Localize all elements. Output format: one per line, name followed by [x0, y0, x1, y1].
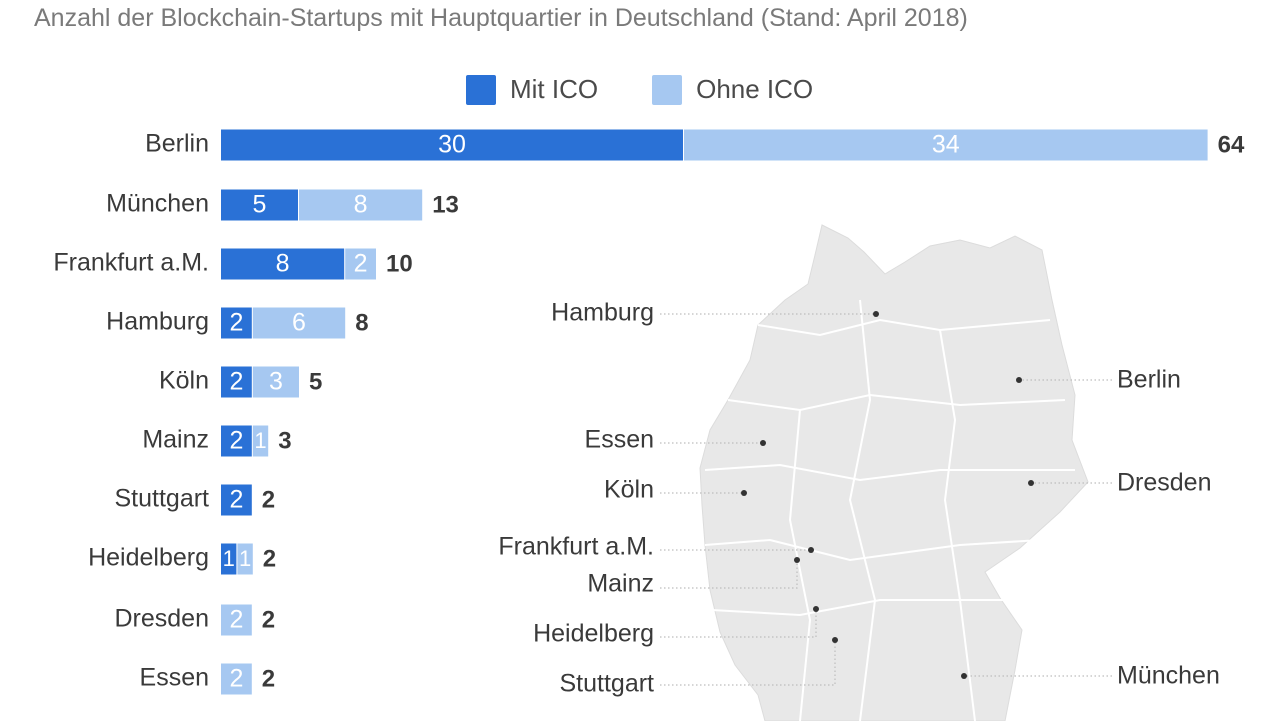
- bar-label-ohne-ico-köln: 3: [269, 368, 283, 396]
- state-border: [757, 318, 1051, 337]
- bar-mit-ico-stuttgart: [221, 484, 252, 516]
- map-hamburg-label: Hamburg: [551, 299, 654, 327]
- category-label-mainz: Mainz: [142, 426, 209, 454]
- bar-ohne-ico-mainz: [252, 425, 269, 457]
- bar-label-ohne-ico-dresden: 2: [229, 606, 243, 634]
- map-münchen-marker: [961, 673, 967, 679]
- total-label-köln: 5: [309, 368, 322, 395]
- total-label-heidelberg: 2: [263, 545, 276, 572]
- legend-label-mit-ico: Mit ICO: [510, 74, 599, 104]
- bar-label-mit-ico-köln: 2: [229, 368, 243, 396]
- state-border: [848, 299, 877, 721]
- map-mainz-leader: [660, 560, 798, 589]
- legend-swatch-ohne-ico: [652, 74, 683, 105]
- map-mainz-label: Mainz: [587, 570, 654, 598]
- bar-ohne-ico-berlin: [684, 129, 1208, 161]
- map-stuttgart-label: Stuttgart: [560, 670, 655, 698]
- bar-label-mit-ico-berlin: 30: [438, 131, 466, 159]
- map-heidelberg-marker: [813, 606, 819, 612]
- category-label-berlin: Berlin: [145, 130, 209, 158]
- total-label-dresden: 2: [262, 606, 275, 633]
- chart-subtitle: Anzahl der Blockchain-Startups mit Haupt…: [34, 4, 968, 32]
- map-dresden-label: Dresden: [1117, 469, 1212, 497]
- map-köln-marker: [741, 490, 747, 496]
- bar-label-ohne-ico-berlin: 34: [932, 131, 960, 159]
- bar-label-ohne-ico-münchen: 8: [354, 191, 368, 219]
- bar-mit-ico-köln: [221, 366, 252, 398]
- category-label-essen: Essen: [140, 664, 209, 692]
- legend-swatch-mit-ico: [466, 74, 496, 105]
- germany-map: Hamburg Berlin Essen Dresden Köln Frankfurt a…: [498, 224, 1220, 721]
- bar-ohne-ico-heidelberg: [237, 543, 253, 575]
- total-label-münchen: 13: [432, 191, 459, 218]
- bar-mit-ico-heidelberg: [221, 543, 237, 575]
- bar-label-mit-ico-frankfurt-a-m: 8: [276, 250, 290, 278]
- bar-ohne-ico-münchen: [299, 189, 423, 221]
- bar-ohne-ico-hamburg: [252, 307, 346, 339]
- total-label-mainz: 3: [278, 427, 291, 454]
- state-border: [939, 329, 976, 721]
- total-label-essen: 2: [262, 665, 275, 692]
- legend-label-ohne-ico: Ohne ICO: [696, 74, 814, 104]
- bar-label-mit-ico-stuttgart: 2: [229, 486, 243, 514]
- map-köln-label: Köln: [604, 476, 654, 504]
- state-border: [704, 463, 1075, 482]
- map-heidelberg-label: Heidelberg: [533, 620, 654, 648]
- bar-ohne-ico-dresden: [221, 604, 252, 636]
- map-mainz-marker: [794, 557, 800, 563]
- bar-mit-ico-frankfurt-a-m: [221, 248, 345, 280]
- legend-item-ohne-ico: Ohne ICO: [652, 74, 813, 105]
- bar-label-ohne-ico-heidelberg: 1: [239, 546, 251, 571]
- map-essen-label: Essen: [585, 426, 654, 454]
- map-heidelberg-leader: [660, 609, 817, 638]
- bar-ohne-ico-köln: [252, 366, 299, 398]
- bar-label-mit-ico-heidelberg: 1: [223, 546, 235, 571]
- bar-label-ohne-ico-essen: 2: [229, 665, 243, 693]
- map-stuttgart-leader: [660, 640, 836, 686]
- category-label-heidelberg: Heidelberg: [88, 544, 209, 572]
- state-border: [711, 599, 1005, 617]
- bar-label-ohne-ico-hamburg: 6: [292, 309, 306, 337]
- bar-label-mit-ico-hamburg: 2: [229, 309, 243, 337]
- map-dresden-marker: [1028, 480, 1034, 486]
- category-label-dresden: Dresden: [115, 605, 210, 633]
- total-label-hamburg: 8: [355, 309, 368, 336]
- category-label-frankfurt-a-m: Frankfurt a.M.: [53, 249, 209, 277]
- bar-mit-ico-hamburg: [221, 307, 252, 339]
- total-label-frankfurt-a-m: 10: [386, 250, 413, 277]
- bar-label-ohne-ico-frankfurt-a-m: 2: [354, 250, 368, 278]
- bar-ohne-ico-essen: [221, 663, 252, 695]
- bar-mit-ico-mainz: [221, 425, 252, 457]
- map-berlin-label: Berlin: [1117, 366, 1181, 394]
- legend-item-mit-ico: Mit ICO: [466, 74, 598, 105]
- chart-legend: Mit ICO Ohne ICO: [466, 74, 867, 105]
- category-label-hamburg: Hamburg: [106, 308, 209, 336]
- bar-mit-ico-münchen: [221, 189, 298, 221]
- category-label-köln: Köln: [159, 367, 209, 395]
- state-border: [788, 409, 812, 721]
- map-stuttgart-marker: [832, 637, 838, 643]
- bar-ohne-ico-frankfurt-a-m: [345, 248, 376, 280]
- map-essen-marker: [760, 440, 766, 446]
- map-hamburg-marker: [873, 311, 879, 317]
- map-berlin-marker: [1016, 377, 1022, 383]
- bar-mit-ico-berlin: [221, 129, 683, 161]
- map-frankfurt-a-m-label: Frankfurt a.M.: [498, 533, 654, 561]
- category-label-stuttgart: Stuttgart: [115, 485, 210, 513]
- state-border: [704, 538, 1041, 562]
- map-frankfurt-a-m-marker: [808, 547, 814, 553]
- bar-label-ohne-ico-mainz: 1: [254, 428, 266, 453]
- bar-label-mit-ico-münchen: 5: [253, 191, 267, 219]
- category-label-münchen: München: [106, 190, 209, 218]
- germany-outline: [699, 224, 1089, 721]
- bar-label-mit-ico-mainz: 2: [229, 427, 243, 455]
- total-label-stuttgart: 2: [262, 486, 275, 513]
- map-münchen-label: München: [1117, 662, 1220, 690]
- total-label-berlin: 64: [1218, 131, 1245, 158]
